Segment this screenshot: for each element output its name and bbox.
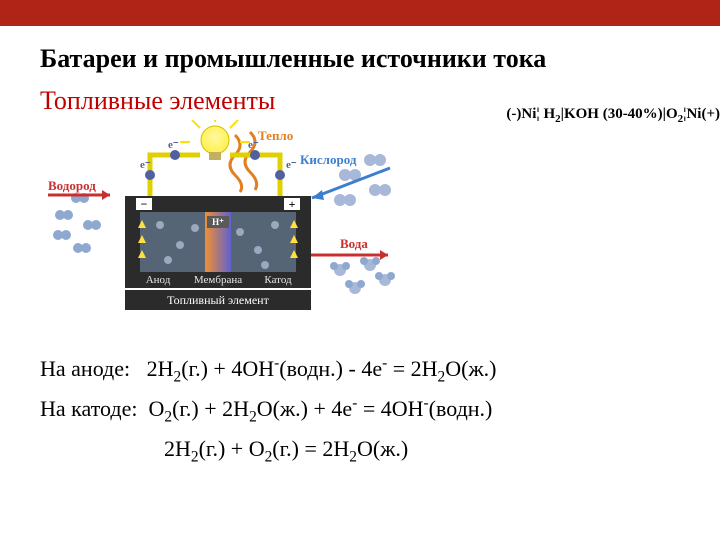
fuel-cell-svg: Водород Кислород Вода Тепло (40, 120, 400, 335)
svg-text:+: + (289, 197, 296, 211)
wires-icon (150, 155, 280, 198)
slide-title: Батареи и промышленные источники тока (40, 44, 680, 74)
svg-text:e⁻: e⁻ (248, 139, 259, 151)
h2-cloud-icon (53, 193, 101, 253)
cathode-equation: На катоде: O2(г.) + 2H2O(ж.) + 4e- = 4OH… (40, 393, 680, 425)
svg-text:e⁻: e⁻ (286, 159, 297, 171)
hydrogen-label: Водород (48, 178, 96, 193)
slide-content: Батареи и промышленные источники тока То… (0, 44, 720, 465)
water-label: Вода (340, 236, 368, 251)
oxygen-label: Кислород (300, 152, 357, 167)
svg-text:e⁻: e⁻ (140, 159, 151, 171)
overall-formula: 2H2(г.) + O2(г.) = 2H2O(ж.) (164, 436, 408, 461)
anode-equation: На аноде: 2H2(г.) + 4OH-(водн.) - 4e- = … (40, 353, 680, 385)
overall-equation: 2H2(г.) + O2(г.) = 2H2O(ж.) (40, 433, 680, 465)
cell-body-icon: − + H⁺ Анод Мембрана Катод Топливный эле… (125, 196, 311, 310)
cathode-formula: O2(г.) + 2H2O(ж.) + 4e- = 4OH-(водн.) (148, 396, 492, 421)
anode-formula: 2H2(г.) + 4OH-(водн.) - 4e- = 2H2O(ж.) (147, 356, 497, 381)
svg-text:Анод: Анод (146, 274, 171, 286)
cathode-label: На катоде: (40, 396, 137, 421)
svg-text:Топливный элемент: Топливный элемент (167, 293, 269, 307)
fuel-cell-diagram: Водород Кислород Вода Тепло (40, 120, 400, 335)
heat-label: Тепло (258, 128, 293, 143)
svg-text:Катод: Катод (264, 274, 292, 286)
top-accent-bar (0, 0, 720, 26)
svg-text:e⁻: e⁻ (168, 139, 179, 151)
svg-text:H⁺: H⁺ (212, 217, 224, 227)
water-cloud-icon (330, 257, 395, 294)
anode-label: На аноде: (40, 356, 130, 381)
svg-text:−: − (141, 197, 148, 211)
cell-scheme: (-)Ni¦ H2|KOH (30-40%)|O2¦Ni(+) (506, 106, 720, 123)
equations-block: На аноде: 2H2(г.) + 4OH-(водн.) - 4e- = … (40, 353, 680, 465)
svg-text:Мембрана: Мембрана (194, 274, 242, 286)
